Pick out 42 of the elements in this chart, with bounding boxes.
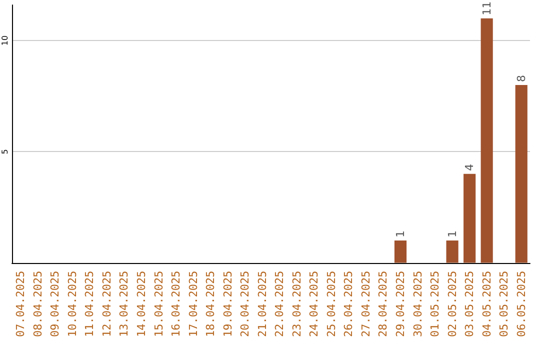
x-tick-label: 25.04.2025 (324, 270, 338, 338)
data-label: 11 (480, 1, 494, 16)
x-tick-label: 07.04.2025 (14, 270, 28, 338)
x-tick-label: 23.04.2025 (290, 270, 304, 338)
bar (464, 174, 476, 263)
x-tick-label: 10.04.2025 (66, 270, 79, 338)
x-tick-label: 03.05.2025 (463, 270, 476, 338)
x-tick-label: 11.04.2025 (83, 270, 96, 338)
x-tick-label: 14.04.2025 (135, 270, 148, 338)
bar (446, 240, 458, 263)
bar (515, 85, 528, 263)
x-tick-label: 05.05.2025 (498, 270, 511, 338)
x-tick-label: 29.04.2025 (394, 270, 407, 338)
x-tick-label: 26.04.2025 (342, 270, 356, 338)
bar (394, 240, 407, 263)
x-tick-label: 12.04.2025 (100, 270, 114, 338)
data-label: 8 (514, 75, 528, 82)
x-tick-label: 28.04.2025 (376, 270, 390, 338)
x-tick-label: 09.04.2025 (48, 270, 62, 338)
data-label: 1 (394, 230, 407, 238)
data-label: 4 (463, 164, 476, 171)
bar (480, 18, 493, 263)
x-tick-label: 06.05.2025 (514, 270, 528, 338)
x-tick-label: 24.04.2025 (308, 270, 321, 338)
x-tick-label: 01.05.2025 (428, 270, 442, 338)
x-tick-label: 30.04.2025 (411, 270, 424, 338)
data-label: 1 (446, 230, 459, 238)
x-tick-label: 20.04.2025 (238, 270, 252, 338)
x-tick-label: 02.05.2025 (446, 270, 459, 338)
x-tick-label: 16.04.2025 (170, 270, 183, 338)
x-tick-label: 04.05.2025 (480, 270, 494, 338)
x-tick-label: 27.04.2025 (359, 270, 372, 338)
x-tick-label: 22.04.2025 (273, 270, 286, 338)
x-tick-label: 19.04.2025 (221, 270, 234, 338)
x-tick-label: 13.04.2025 (118, 270, 131, 338)
y-tick-label: 5 (0, 149, 10, 154)
y-tick-label: 10 (0, 35, 10, 46)
x-tick-label: 17.04.2025 (186, 270, 200, 338)
x-tick-label: 15.04.2025 (152, 270, 166, 338)
x-tick-label: 21.04.2025 (256, 270, 269, 338)
x-tick-label: 18.04.2025 (204, 270, 218, 338)
x-tick-label: 08.04.2025 (31, 270, 44, 338)
